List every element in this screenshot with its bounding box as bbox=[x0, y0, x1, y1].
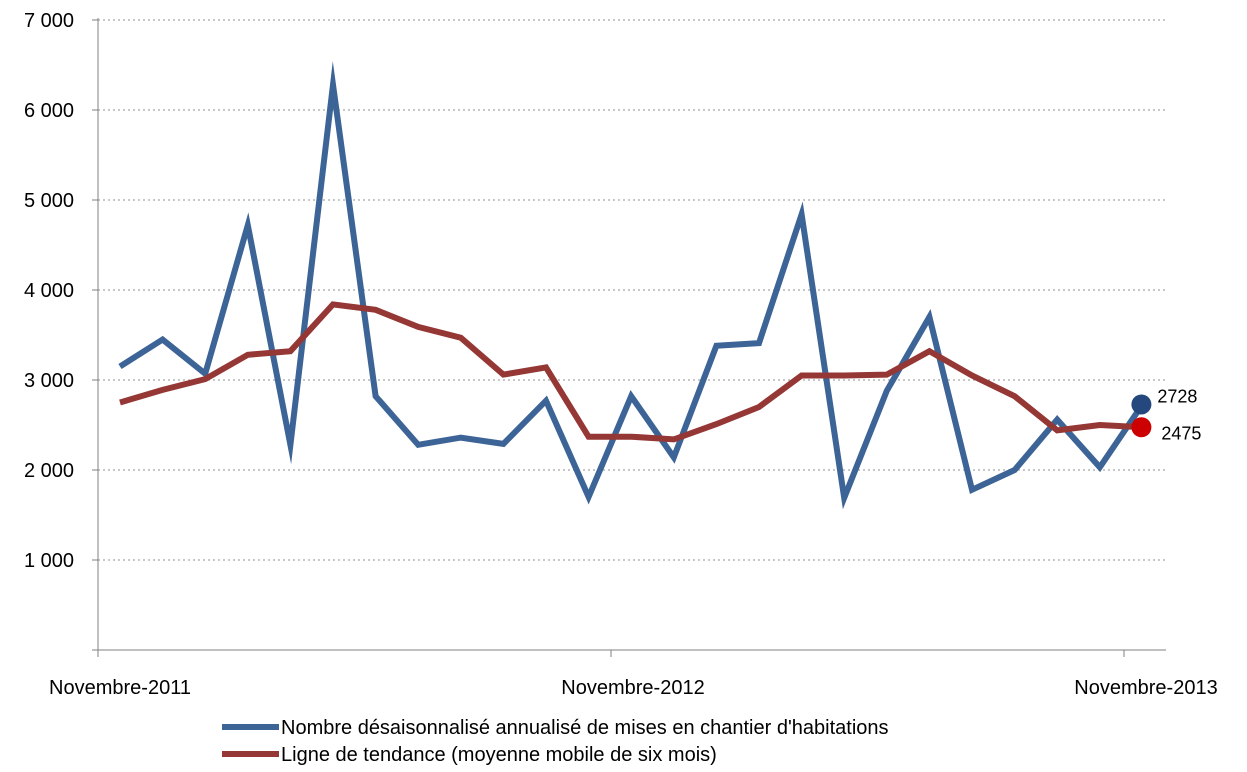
y-tick-label: 1 000 bbox=[24, 550, 74, 572]
legend-label-1: Nombre désaisonnalisé annualisé de mises… bbox=[281, 717, 889, 739]
end-marker-1 bbox=[1131, 394, 1152, 415]
y-axis-ticks: 1 000 2 000 3 000 4 000 5 000 6 000 7 000 bbox=[24, 10, 98, 651]
end-label-1: 2728 bbox=[1157, 386, 1197, 406]
end-marker-2 bbox=[1131, 417, 1152, 438]
axes bbox=[97, 18, 1166, 651]
x-tick-label: Novembre-2013 bbox=[1074, 677, 1217, 699]
x-axis-ticks: Novembre-2011 Novembre-2012 Novembre-2013 bbox=[49, 650, 1218, 699]
legend-label-2: Ligne de tendance (moyenne mobile de six… bbox=[281, 744, 717, 766]
y-tick-label: 4 000 bbox=[24, 280, 74, 302]
series-line-1 bbox=[118, 61, 1145, 510]
series-line-2 bbox=[119, 301, 1143, 443]
y-tick-label: 5 000 bbox=[24, 190, 74, 212]
y-tick-label: 6 000 bbox=[24, 100, 74, 122]
x-tick-label: Novembre-2012 bbox=[561, 677, 704, 699]
y-tick-label: 2 000 bbox=[24, 460, 74, 482]
y-tick-label: 7 000 bbox=[24, 10, 74, 32]
series-lines bbox=[118, 61, 1145, 510]
end-label-2: 2475 bbox=[1161, 423, 1201, 443]
legend: Nombre désaisonnalisé annualisé de mises… bbox=[222, 717, 889, 766]
y-tick-label: 3 000 bbox=[24, 370, 74, 392]
x-tick-label: Novembre-2011 bbox=[49, 677, 191, 699]
end-markers: 2728 2475 bbox=[1131, 386, 1201, 443]
